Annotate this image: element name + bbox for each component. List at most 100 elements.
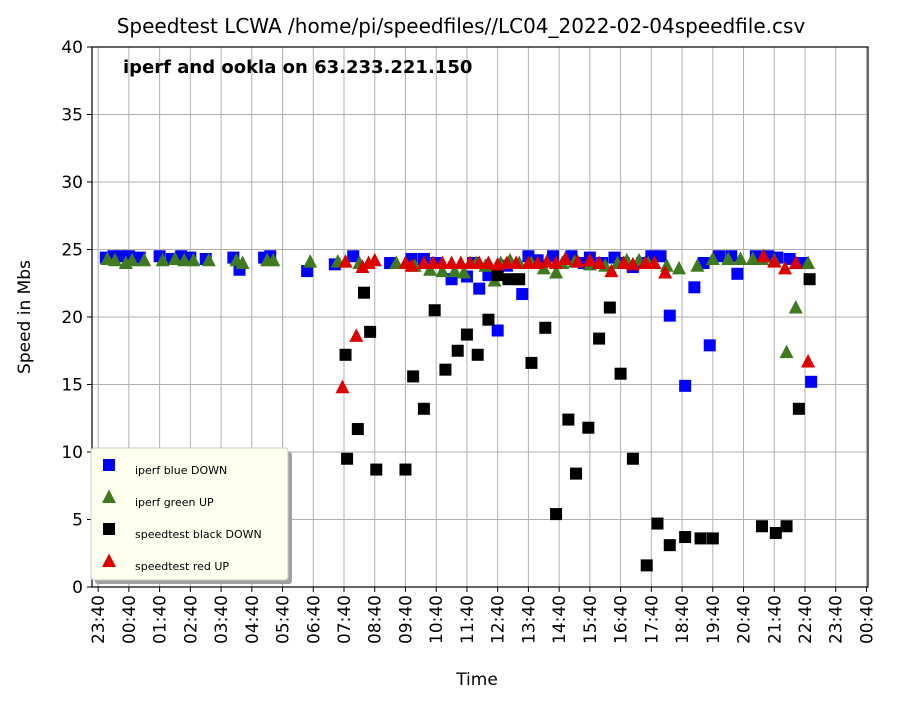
x-tick-label: 20:40 — [735, 595, 755, 644]
data-point — [417, 402, 430, 415]
data-point — [616, 255, 631, 269]
data-points — [99, 248, 818, 572]
data-point — [767, 254, 782, 268]
x-axis-label: Time — [455, 670, 498, 690]
data-point — [201, 252, 216, 267]
data-point — [521, 255, 536, 269]
x-tick-label: 12:40 — [489, 595, 509, 644]
data-point — [550, 508, 563, 521]
legend-marker — [102, 553, 116, 567]
data-point — [640, 559, 653, 572]
data-point — [731, 267, 744, 280]
legend-box — [90, 447, 289, 581]
x-tick-label: 02:40 — [181, 595, 201, 644]
data-point — [705, 251, 720, 265]
data-point — [472, 255, 487, 269]
x-tick-label: 14:40 — [550, 595, 570, 644]
data-point — [626, 452, 639, 465]
y-tick-label: 35 — [61, 106, 83, 126]
legend-marker — [102, 489, 116, 503]
data-point — [647, 255, 662, 269]
x-tick-label: 04:40 — [243, 595, 263, 644]
data-point — [788, 300, 803, 314]
data-point — [399, 463, 412, 476]
data-point — [539, 321, 552, 334]
y-tick-label: 15 — [61, 376, 83, 396]
data-point — [456, 264, 471, 279]
x-tick-label: 13:40 — [519, 595, 539, 644]
data-point — [471, 348, 484, 361]
data-point — [481, 255, 496, 269]
y-tick-label: 10 — [61, 443, 83, 463]
x-tick-label: 17:40 — [642, 595, 662, 644]
data-point — [351, 423, 364, 436]
data-point — [491, 269, 504, 282]
data-point — [525, 356, 538, 369]
data-point — [447, 263, 462, 278]
data-point — [167, 251, 182, 265]
data-point — [604, 263, 619, 278]
y-tick-label: 25 — [61, 241, 83, 261]
data-point — [756, 248, 771, 263]
legend: iperf blue DOWN iperf green UP speedtest b… — [90, 447, 292, 584]
data-point — [706, 532, 719, 545]
x-tick-label: 01:40 — [151, 595, 171, 644]
x-tick-label: 22:40 — [796, 595, 816, 644]
x-tick-label: 21:40 — [765, 595, 785, 644]
y-tick-label: 0 — [72, 578, 83, 598]
data-point — [303, 254, 318, 268]
data-point — [186, 252, 201, 267]
legend-marker — [103, 459, 115, 471]
data-point — [137, 252, 152, 267]
data-point — [367, 252, 382, 267]
data-point — [663, 309, 676, 322]
x-tick-label: 05:40 — [274, 595, 294, 644]
data-point — [679, 379, 692, 392]
data-point — [335, 379, 350, 394]
data-point — [780, 520, 793, 533]
data-point — [357, 286, 370, 299]
data-point — [651, 517, 664, 530]
x-tick-label: 18:40 — [673, 595, 693, 644]
x-tick-label: 23:40 — [827, 595, 847, 644]
data-point — [460, 328, 473, 341]
data-point — [638, 255, 653, 269]
data-point — [570, 467, 583, 480]
data-point — [703, 339, 716, 352]
data-point — [435, 255, 450, 269]
data-point — [473, 282, 486, 295]
x-axis: 23:40 00:40 01:40 02:40 03:40 04:40 05:40 06:40… — [89, 587, 877, 644]
x-tick-label: 11:40 — [458, 595, 478, 644]
series-2 — [339, 269, 816, 572]
x-tick-label: 00:40 — [857, 595, 877, 644]
data-point — [482, 269, 495, 282]
x-tick-label: 08:40 — [366, 595, 386, 644]
data-point — [721, 251, 736, 265]
data-point — [582, 252, 597, 267]
data-point — [155, 252, 170, 267]
data-point — [654, 250, 667, 263]
data-point — [792, 402, 805, 415]
data-point — [177, 252, 192, 267]
chart-subtitle: iperf and ookla on 63.233.221.150 — [123, 57, 472, 78]
data-point — [404, 258, 419, 272]
legend-label: speedtest black DOWN — [135, 528, 262, 541]
data-point — [755, 520, 768, 533]
x-tick-label: 19:40 — [704, 595, 724, 644]
data-point — [516, 288, 529, 301]
data-point — [801, 354, 816, 368]
legend-label: iperf blue DOWN — [135, 464, 227, 477]
data-point — [339, 348, 352, 361]
data-point — [539, 254, 554, 268]
chart-title: Speedtest LCWA /home/pi/speedfiles//LC04… — [117, 14, 806, 38]
x-tick-label: 06:40 — [304, 595, 324, 644]
data-point — [679, 531, 692, 544]
data-point — [659, 258, 674, 272]
data-point — [349, 328, 364, 342]
data-point — [658, 264, 673, 279]
legend-label: speedtest red UP — [135, 560, 229, 573]
data-point — [592, 255, 607, 269]
data-point — [370, 463, 383, 476]
data-point — [355, 259, 370, 274]
